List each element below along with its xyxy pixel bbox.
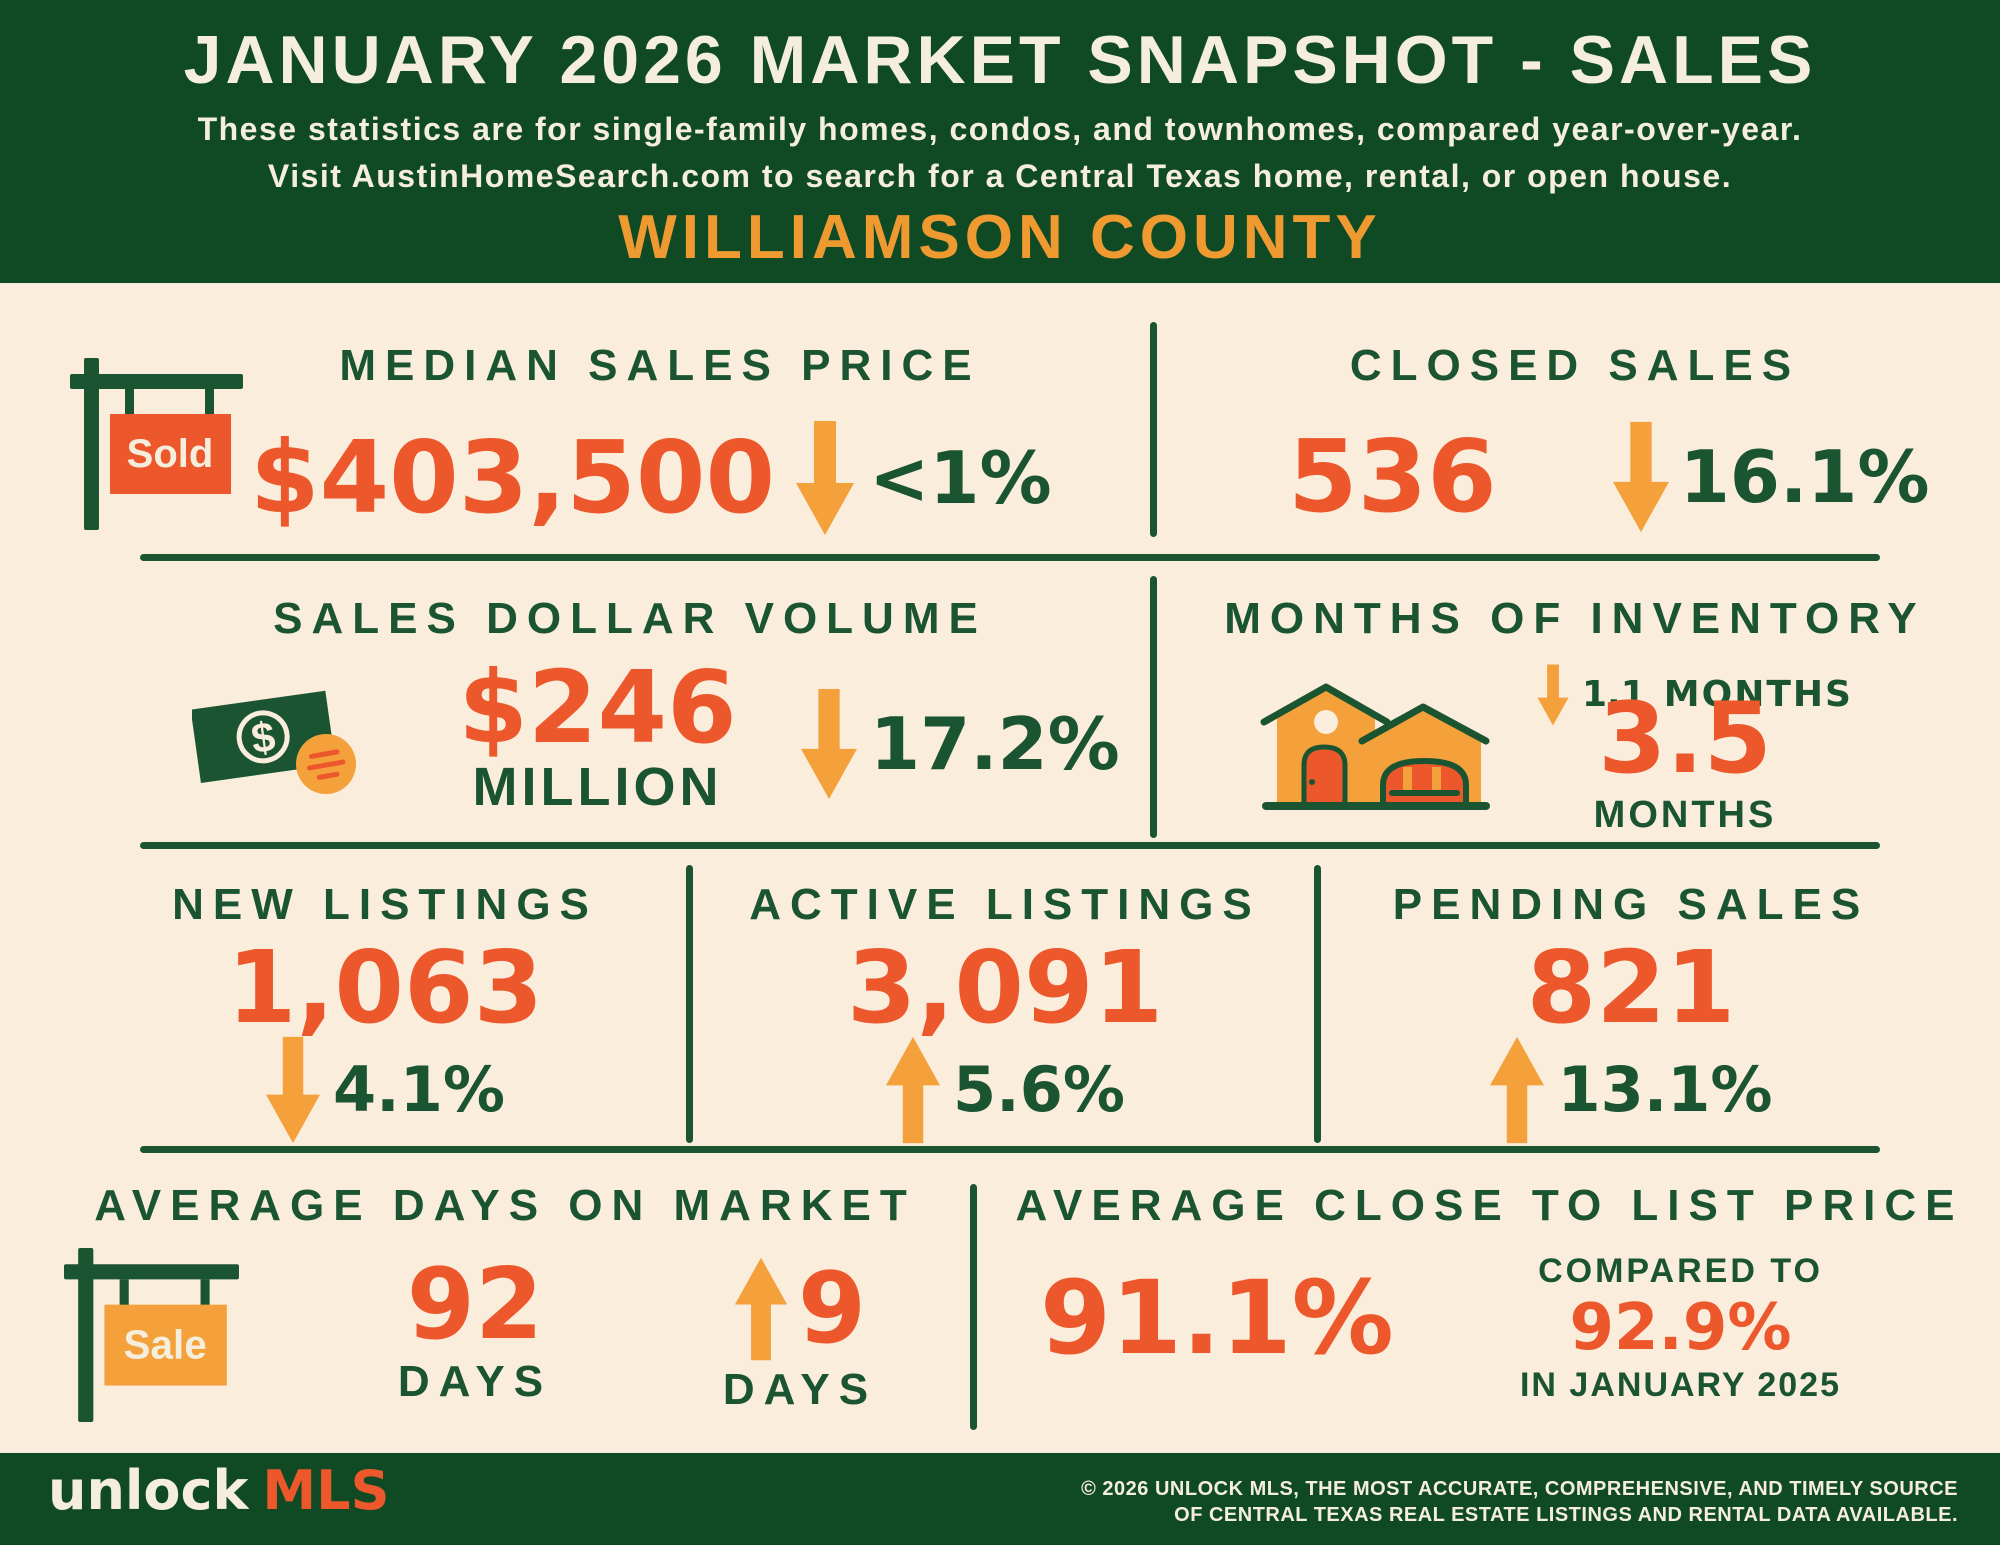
- stat-cell-months-of-inventory: MONTHS OF INVENTORY 1.1 MONTHS 3.5 MONTH…: [1150, 556, 2000, 842]
- sold-sign-text: Sold: [127, 432, 214, 476]
- compared-to-value: 92.9%: [1569, 1291, 1792, 1365]
- stat-cell-sales-dollar-volume: SALES DOLLAR VOLUME $ $246 MILLION 17.2%: [0, 556, 1150, 842]
- divider-row3: [140, 1146, 1880, 1153]
- stat-cell-active-listings: ACTIVE LISTINGS 3,091 5.6%: [692, 845, 1318, 1146]
- closed-sales-value: 536: [1288, 418, 1497, 535]
- sales-dollar-volume-value: $246: [458, 649, 737, 766]
- active-listings-label: ACTIVE LISTINGS: [749, 880, 1261, 929]
- down-arrow-icon: [796, 421, 855, 535]
- compared-to-label: COMPARED TO: [1538, 1252, 1823, 1290]
- stat-cell-closed-sales: CLOSED SALES 536 16.1%: [1150, 283, 2000, 554]
- logo-mls-text: MLS: [262, 1459, 390, 1522]
- stat-cell-new-listings: NEW LISTINGS 1,063 4.1%: [80, 845, 690, 1146]
- county-title: WILLIAMSON COUNTY: [618, 203, 1382, 272]
- down-arrow-icon: [266, 1036, 321, 1144]
- new-listings-value: 1,063: [226, 929, 544, 1046]
- compared-to-period: IN JANUARY 2025: [1519, 1366, 1841, 1404]
- active-listings-value: 3,091: [846, 929, 1164, 1046]
- sales-dollar-volume-unit: MILLION: [472, 757, 723, 817]
- subtitle-line2: Visit AustinHomeSearch.com to search for…: [267, 158, 1733, 194]
- months-of-inventory-unit: MONTHS: [1593, 794, 1777, 836]
- average-days-on-market-value: 92: [406, 1248, 544, 1362]
- closed-sales-change: 16.1%: [1679, 435, 1930, 519]
- divider-row1-vertical: [1150, 322, 1157, 537]
- months-of-inventory-change-value: 1.1: [1582, 674, 1646, 715]
- average-days-on-market-value-unit: DAYS: [397, 1357, 553, 1406]
- pending-sales-label: PENDING SALES: [1392, 880, 1870, 929]
- active-listings-change: 5.6%: [953, 1053, 1125, 1126]
- up-arrow-icon: [1490, 1036, 1545, 1144]
- page-title: JANUARY 2026 MARKET SNAPSHOT - SALES: [183, 22, 1817, 98]
- new-listings-change: 4.1%: [333, 1053, 505, 1126]
- divider-row4-vertical: [970, 1184, 977, 1430]
- closed-sales-label: CLOSED SALES: [1349, 341, 1801, 390]
- new-listings-label: NEW LISTINGS: [172, 880, 598, 929]
- copyright-text: © 2026 UNLOCK MLS, THE MOST ACCURATE, CO…: [1081, 1476, 1958, 1528]
- divider-row3-vertical-right: [1314, 865, 1321, 1143]
- median-sales-price-label: MEDIAN SALES PRICE: [339, 341, 981, 390]
- average-days-on-market-change-unit: DAYS: [722, 1365, 878, 1414]
- median-sales-price-change: <1%: [869, 436, 1052, 520]
- divider-row2-vertical: [1150, 576, 1157, 838]
- divider-row2: [140, 842, 1880, 849]
- stat-cell-median-sales-price: Sold MEDIAN SALES PRICE $403,500 <1%: [0, 283, 1150, 554]
- header-band: [0, 0, 2000, 283]
- down-arrow-icon: [801, 688, 857, 800]
- divider-row1: [140, 554, 1880, 561]
- average-close-to-list-price-label: AVERAGE CLOSE TO LIST PRICE: [1015, 1181, 1964, 1230]
- copyright-line2: OF CENTRAL TEXAS REAL ESTATE LISTINGS AN…: [1174, 1504, 1958, 1526]
- footer-band: [0, 1453, 2000, 1545]
- months-of-inventory-change-unit: MONTHS: [1663, 674, 1853, 715]
- stat-cell-pending-sales: PENDING SALES 821 13.1%: [1322, 845, 1940, 1146]
- sales-dollar-volume-label: SALES DOLLAR VOLUME: [273, 594, 987, 643]
- pending-sales-change: 13.1%: [1557, 1053, 1773, 1126]
- stat-cell-average-days-on-market: AVERAGE DAYS ON MARKET Sale 92 DAYS 9 DA…: [0, 1149, 970, 1453]
- average-close-to-list-price-value: 91.1%: [1040, 1259, 1394, 1378]
- sales-dollar-volume-change: 17.2%: [870, 702, 1120, 786]
- months-of-inventory-label: MONTHS OF INVENTORY: [1224, 594, 1926, 643]
- up-arrow-icon: [886, 1036, 941, 1144]
- median-sales-price-value: $403,500: [250, 419, 776, 536]
- sale-sign-text: Sale: [124, 1321, 207, 1367]
- house-icon: [1260, 683, 1490, 810]
- down-arrow-icon: [1537, 664, 1569, 726]
- logo-unlock-text: unlock: [48, 1459, 249, 1522]
- average-days-on-market-change: 9: [797, 1252, 867, 1366]
- down-arrow-icon: [1612, 421, 1669, 533]
- up-arrow-icon: [734, 1257, 787, 1361]
- pending-sales-value: 821: [1526, 929, 1736, 1046]
- sold-sign-icon: Sold: [70, 358, 243, 530]
- average-days-on-market-label: AVERAGE DAYS ON MARKET: [94, 1181, 916, 1230]
- unlock-mls-logo: unlock MLS: [48, 1464, 389, 1518]
- sale-sign-icon: Sale: [64, 1248, 239, 1422]
- money-icon: $: [192, 690, 356, 794]
- copyright-line1: © 2026 UNLOCK MLS, THE MOST ACCURATE, CO…: [1081, 1478, 1958, 1500]
- months-of-inventory-value: 3.5: [1598, 682, 1772, 796]
- divider-row3-vertical-left: [686, 865, 693, 1143]
- stat-cell-average-close-to-list-price: AVERAGE CLOSE TO LIST PRICE 91.1% COMPAR…: [970, 1149, 2000, 1453]
- subtitle-line1: These statistics are for single-family h…: [197, 111, 1803, 147]
